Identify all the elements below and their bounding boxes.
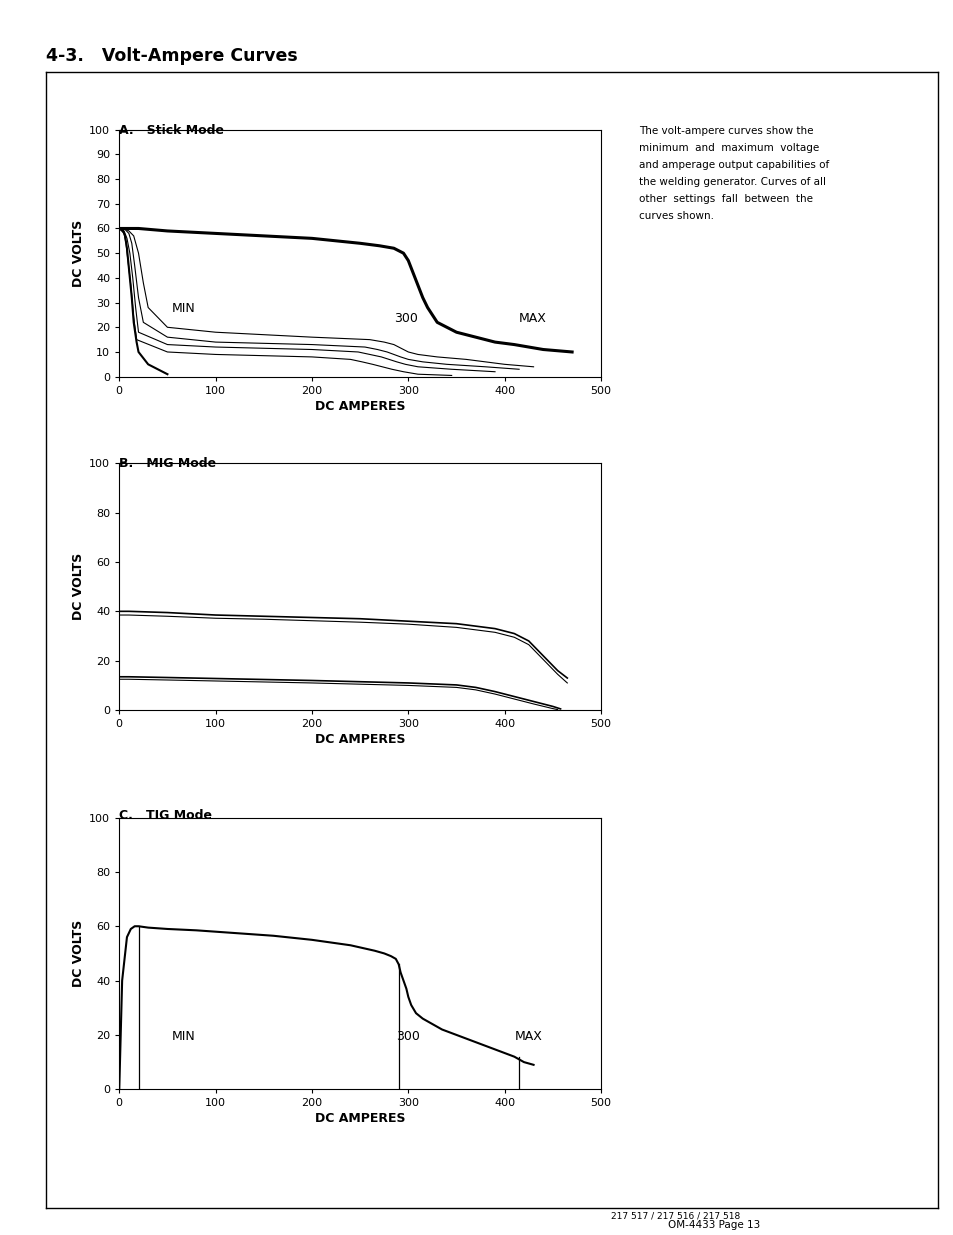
Text: MIN: MIN <box>172 1030 195 1044</box>
X-axis label: DC AMPERES: DC AMPERES <box>314 734 405 746</box>
Text: and amperage output capabilities of: and amperage output capabilities of <box>639 161 828 170</box>
Text: C.   TIG Mode: C. TIG Mode <box>119 809 212 823</box>
Text: minimum  and  maximum  voltage: minimum and maximum voltage <box>639 143 819 153</box>
Text: MIN: MIN <box>172 303 195 315</box>
Text: MAX: MAX <box>514 1030 541 1044</box>
Y-axis label: DC VOLTS: DC VOLTS <box>72 220 85 287</box>
Text: the welding generator. Curves of all: the welding generator. Curves of all <box>639 177 825 186</box>
Text: The volt-ampere curves show the: The volt-ampere curves show the <box>639 126 813 136</box>
Text: 300: 300 <box>395 1030 419 1044</box>
Text: MAX: MAX <box>518 312 546 325</box>
Text: 300: 300 <box>394 312 417 325</box>
Text: 4-3.   Volt-Ampere Curves: 4-3. Volt-Ampere Curves <box>46 47 297 65</box>
Y-axis label: DC VOLTS: DC VOLTS <box>72 553 85 620</box>
Text: A.   Stick Mode: A. Stick Mode <box>119 124 224 137</box>
Text: B.   MIG Mode: B. MIG Mode <box>119 457 216 471</box>
Y-axis label: DC VOLTS: DC VOLTS <box>72 920 85 987</box>
Text: other  settings  fall  between  the: other settings fall between the <box>639 194 812 204</box>
Text: 217 517 / 217 516 / 217 518: 217 517 / 217 516 / 217 518 <box>610 1212 739 1221</box>
X-axis label: DC AMPERES: DC AMPERES <box>314 1113 405 1125</box>
Text: curves shown.: curves shown. <box>639 211 714 221</box>
X-axis label: DC AMPERES: DC AMPERES <box>314 400 405 412</box>
Text: OM-4433 Page 13: OM-4433 Page 13 <box>667 1220 760 1230</box>
